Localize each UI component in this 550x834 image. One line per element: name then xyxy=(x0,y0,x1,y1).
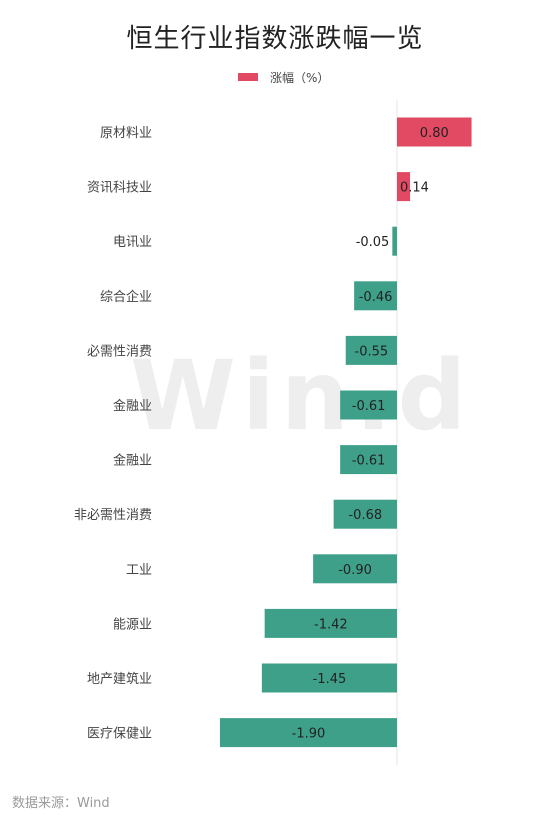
bar xyxy=(340,445,397,475)
value-label: -1.45 xyxy=(313,672,347,687)
value-label: -1.90 xyxy=(292,727,326,742)
category-label: 金融业 xyxy=(113,453,152,469)
category-label: 能源业 xyxy=(113,617,152,632)
value-label: -0.55 xyxy=(355,344,389,359)
value-label: -0.68 xyxy=(348,508,382,523)
legend: 涨幅（%） xyxy=(238,70,330,85)
value-label: 0.80 xyxy=(420,126,449,141)
category-label: 必需性消费 xyxy=(87,344,152,359)
category-label: 非必需性消费 xyxy=(74,508,152,523)
category-label: 金融业 xyxy=(113,398,152,414)
value-label: -0.61 xyxy=(352,454,386,469)
legend-label: 涨幅（%） xyxy=(270,70,330,85)
value-label: -1.42 xyxy=(314,617,348,632)
bar xyxy=(340,390,397,420)
category-label: 地产建筑业 xyxy=(87,671,152,687)
bar xyxy=(345,335,397,365)
legend-swatch xyxy=(238,73,258,81)
value-label: -0.61 xyxy=(352,399,386,414)
bar xyxy=(397,117,472,147)
category-label: 工业 xyxy=(126,563,152,578)
bar xyxy=(354,281,397,311)
watermark: Win.d xyxy=(130,340,473,452)
category-label: 资讯科技业 xyxy=(87,181,152,196)
category-label: 电讯业 xyxy=(113,235,152,250)
category-label: 原材料业 xyxy=(100,126,152,141)
chart-title: 恒生行业指数涨跌幅一览 xyxy=(126,24,424,54)
bar xyxy=(397,172,411,202)
value-label: -0.05 xyxy=(356,235,390,250)
bar xyxy=(261,663,397,693)
bar xyxy=(219,718,397,748)
bar xyxy=(313,554,397,584)
value-label: -0.90 xyxy=(338,563,372,578)
category-label: 综合企业 xyxy=(100,289,152,305)
bar xyxy=(264,608,397,638)
source-note: 数据来源：Wind xyxy=(12,796,110,811)
bar xyxy=(333,499,397,529)
value-label: -0.46 xyxy=(359,290,393,305)
bar xyxy=(392,226,397,256)
value-label: 0.14 xyxy=(400,181,429,196)
category-label: 医疗保健业 xyxy=(87,727,152,742)
